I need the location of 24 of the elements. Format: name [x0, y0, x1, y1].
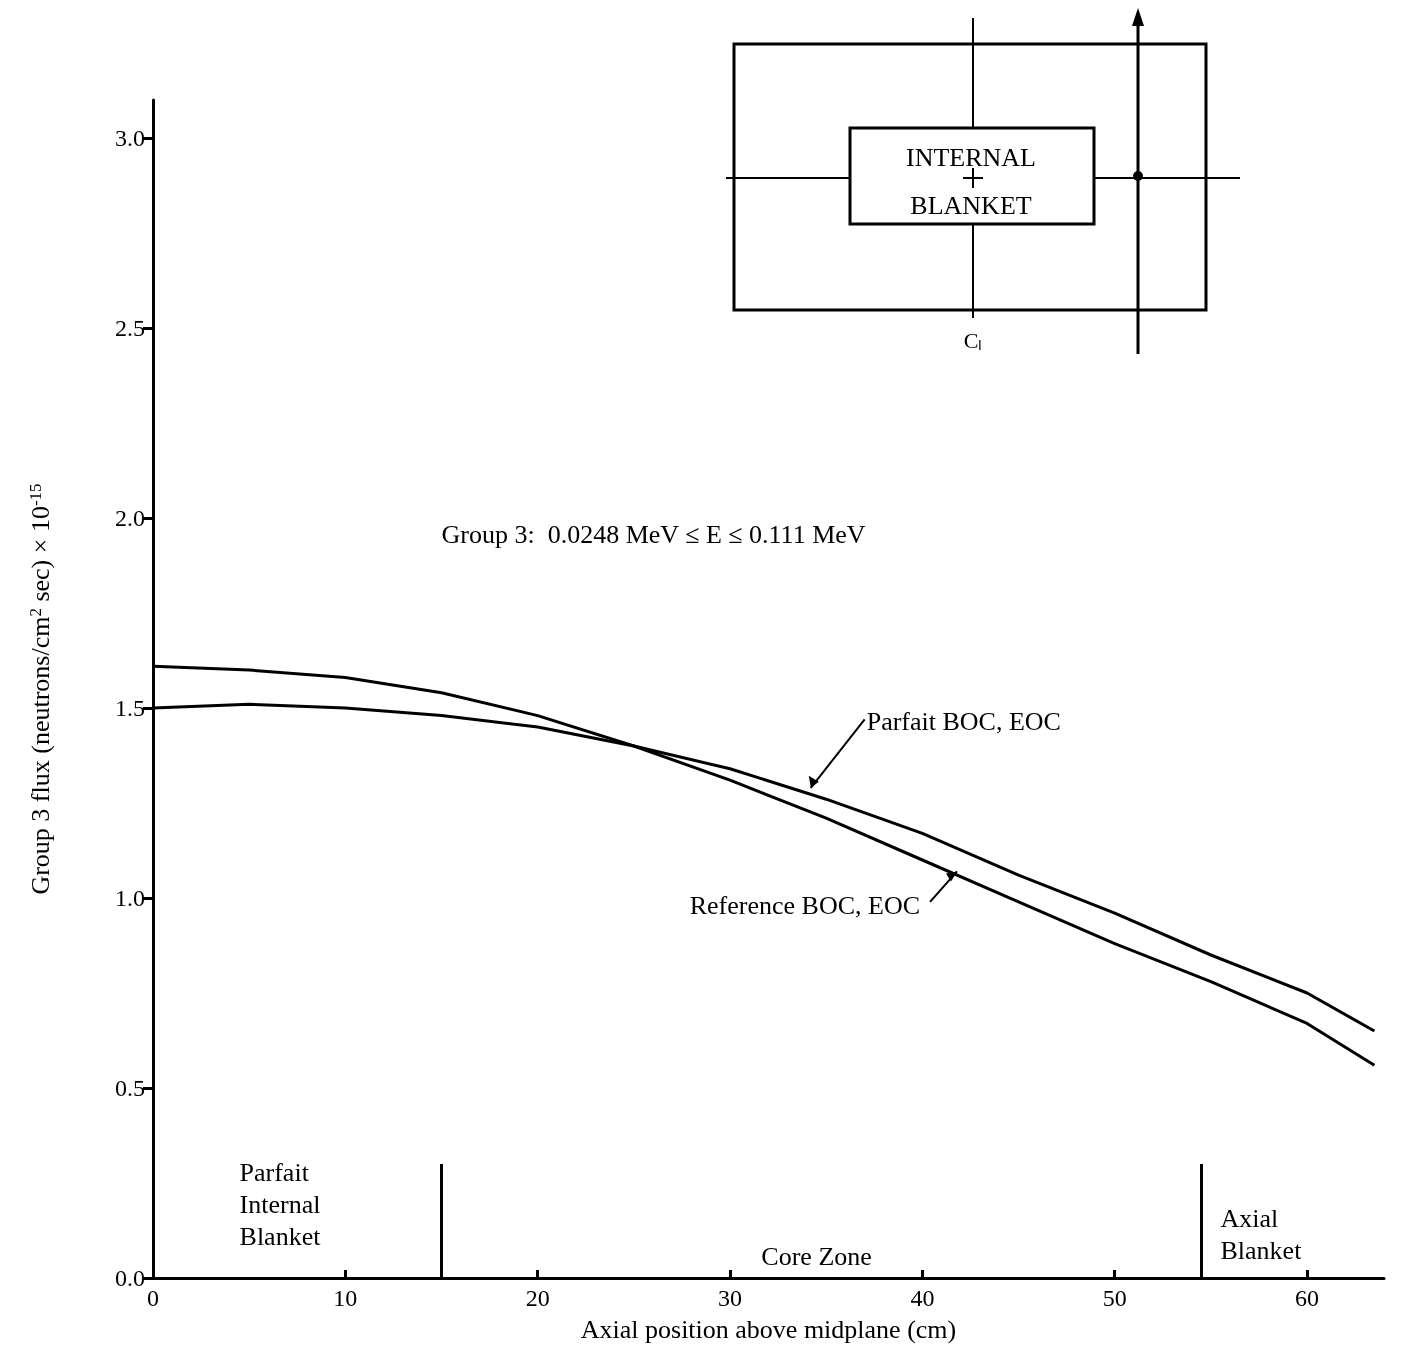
x-tick-label: 10: [333, 1285, 358, 1311]
x-tick-label: 30: [718, 1285, 743, 1311]
x-tick-label: 0: [147, 1285, 159, 1311]
x-tick-label: 20: [525, 1285, 550, 1311]
annotation: Cₗ: [963, 328, 983, 353]
y-tick-label: 2.5: [115, 315, 145, 341]
x-tick-label: 40: [910, 1285, 935, 1311]
y-tick-label: 1.0: [115, 885, 145, 911]
y-tick-label: 3.0: [115, 125, 145, 151]
y-tick-label: 0.0: [115, 1265, 145, 1291]
annotation: Group 3: 0.0248 MeV ≤ E ≤ 0.111 MeV: [441, 519, 866, 549]
x-axis-title: Axial position above midplane (cm): [580, 1314, 957, 1344]
y-tick-label: 0.5: [115, 1075, 145, 1101]
annotation: Axial Blanket: [1220, 1203, 1303, 1265]
y-axis-title: Group 3 flux (neutrons/cm2 sec) × 10-15: [25, 483, 55, 895]
annotation: Parfait Internal Blanket: [239, 1157, 322, 1251]
annotation: INTERNAL BLANKET: [906, 143, 1036, 220]
annotation: Core Zone: [761, 1241, 872, 1271]
y-tick-label: 1.5: [115, 695, 145, 721]
y-tick-label: 2.0: [115, 505, 145, 531]
series-label: Reference BOC, EOC: [689, 891, 921, 921]
text: Parfait BOC, EOC: [866, 706, 1061, 736]
x-tick-label: 60: [1295, 1285, 1320, 1311]
x-tick-label: 50: [1102, 1285, 1127, 1311]
